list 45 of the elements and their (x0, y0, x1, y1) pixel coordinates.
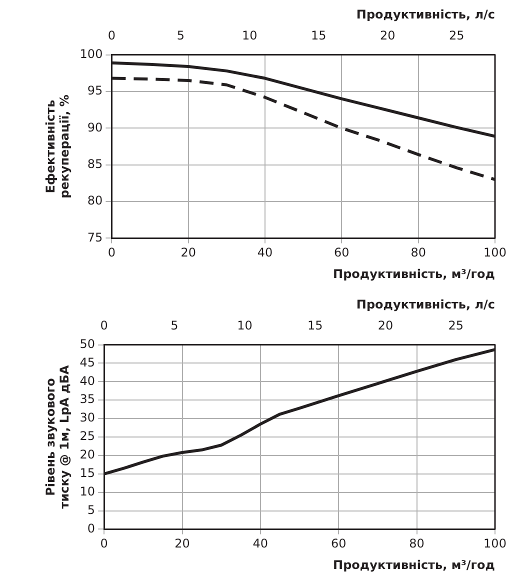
x-axis-title: Продуктивність, м³/год (333, 558, 496, 572)
x-tick-label: 40 (252, 536, 268, 551)
x-tick-label: 100 (484, 246, 506, 260)
x-tick-label: 20 (180, 246, 196, 260)
x2-tick-label: 5 (170, 318, 178, 333)
y-tick-label: 95 (87, 84, 103, 98)
x2-axis-title: Продуктивність, л/с (356, 297, 495, 312)
x-tick-label: 0 (108, 246, 116, 260)
y-tick-label: 100 (80, 46, 103, 61)
y-axis-title: Ефективність рекуперації, % (43, 94, 72, 198)
x2-tick-label: 15 (311, 28, 326, 43)
x-tick-label: 100 (484, 536, 506, 551)
x2-tick-label: 5 (176, 28, 185, 43)
y-tick-label: 50 (80, 336, 96, 351)
y-tick-label: 40 (80, 374, 96, 388)
y-tick-label: 25 (80, 429, 96, 444)
x-tick-label: 80 (409, 536, 424, 551)
y-tick-label: 0 (87, 521, 96, 536)
x-tick-label: 80 (410, 246, 426, 260)
x2-tick-label: 10 (237, 318, 252, 333)
y-axis-title: Рівень звукового тиску @ 1м, LpA дБА (43, 364, 72, 509)
y-tick-label: 15 (80, 466, 96, 480)
x2-tick-label: 15 (308, 318, 323, 333)
y-tick-label: 75 (87, 230, 103, 244)
y-tick-label: 10 (80, 484, 96, 498)
y-tick-label: 90 (87, 120, 103, 134)
y-tick-label: 85 (87, 156, 103, 171)
x2-tick-label: 20 (378, 318, 394, 333)
x2-tick-label: 25 (449, 28, 464, 43)
x2-tick-label: 25 (448, 318, 464, 333)
y-tick-label: 45 (80, 355, 96, 370)
x-tick-label: 60 (334, 246, 350, 260)
x2-tick-label: 10 (242, 28, 258, 43)
y-tick-label: 35 (80, 392, 96, 406)
y-tick-label: 20 (80, 448, 96, 462)
x2-tick-label: 20 (380, 28, 396, 43)
y-tick-label: 80 (87, 194, 103, 208)
x-tick-label: 20 (174, 536, 190, 551)
x2-tick-label: 0 (108, 28, 116, 43)
y-tick-label: 5 (87, 502, 96, 517)
x2-axis-title: Продуктивність, л/с (356, 7, 495, 22)
x-tick-label: 40 (257, 246, 273, 260)
x-axis-title: Продуктивність, м³/год (333, 266, 496, 281)
x-tick-label: 60 (330, 536, 346, 551)
y-tick-label: 30 (80, 410, 96, 425)
